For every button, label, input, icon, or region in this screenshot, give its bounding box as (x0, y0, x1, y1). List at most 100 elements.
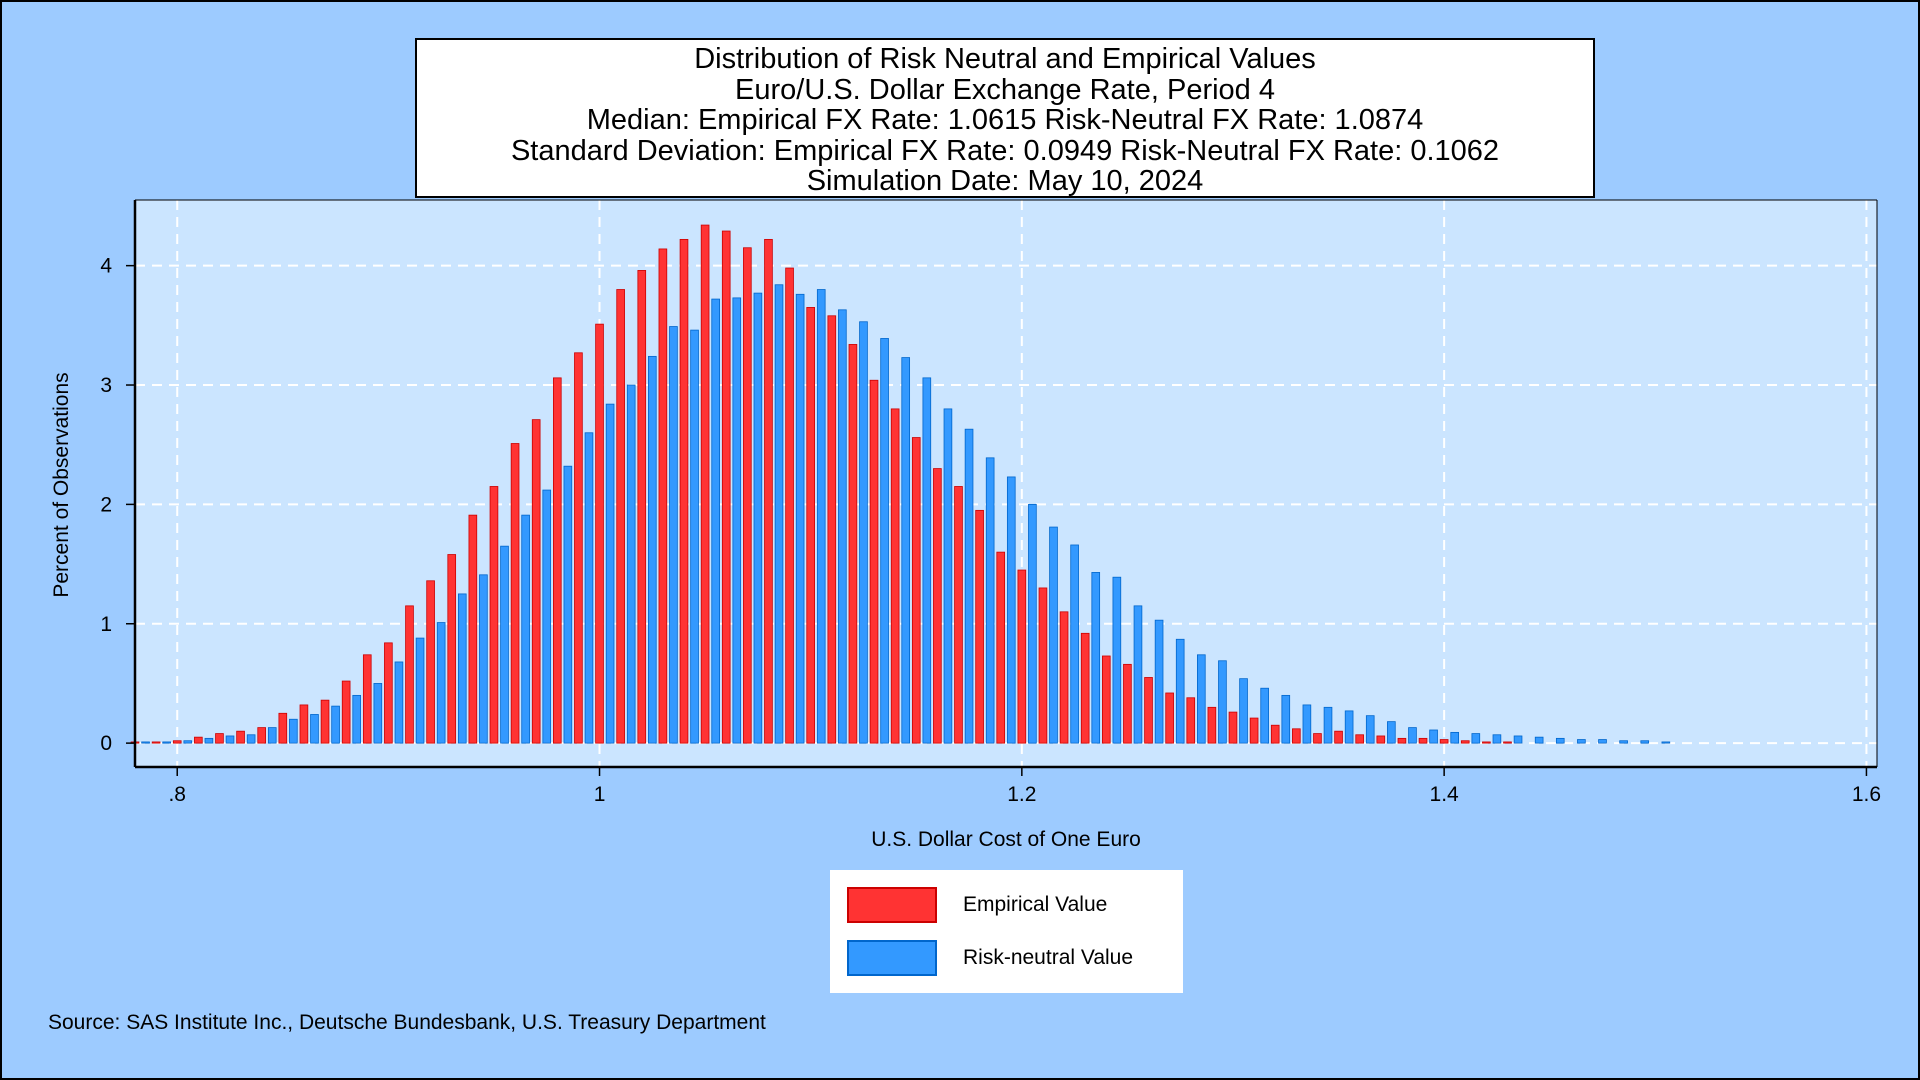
risk-neutral-bar (1049, 526, 1058, 744)
empirical-bar (299, 704, 309, 744)
empirical-bar (1059, 611, 1069, 744)
risk-neutral-bar (310, 714, 319, 744)
risk-neutral-bar (838, 309, 847, 744)
source-note: Source: SAS Institute Inc., Deutsche Bun… (48, 1011, 766, 1034)
risk-neutral-bar (289, 718, 298, 744)
chart-title: Distribution of Risk Neutral and Empiric… (694, 43, 1316, 75)
risk-neutral-bar (1006, 476, 1016, 744)
risk-neutral-bar (394, 661, 404, 744)
risk-neutral-bar (964, 428, 974, 744)
simulation-date: Simulation Date: May 10, 2024 (806, 165, 1204, 197)
risk-neutral-bar (711, 298, 720, 744)
risk-neutral-bar (605, 403, 615, 744)
x-tick-label: 1.4 (1430, 783, 1460, 806)
risk-neutral-bar (1302, 704, 1312, 744)
risk-neutral-bar (500, 545, 509, 744)
empirical-bar (721, 230, 731, 744)
risk-neutral-bar (1344, 710, 1354, 744)
empirical-bar (848, 344, 858, 744)
risk-neutral-bar (732, 297, 742, 744)
empirical-bar (911, 437, 921, 744)
empirical-bar (1144, 677, 1153, 744)
risk-neutral-bar (1534, 736, 1544, 744)
empirical-bar (975, 509, 984, 744)
empirical-bar (1397, 737, 1407, 744)
y-tick-label: 1 (100, 613, 112, 636)
empirical-bar (574, 352, 583, 744)
empirical-bar (1207, 706, 1217, 744)
risk-neutral-bar (542, 489, 552, 744)
risk-neutral-bar (1218, 660, 1227, 744)
risk-neutral-bar (1555, 737, 1565, 744)
grid-lines (135, 200, 1877, 767)
empirical-bar (700, 224, 710, 744)
risk-neutral-bar (795, 293, 805, 744)
risk-neutral-bar (162, 741, 171, 744)
risk-neutral-bar (1197, 654, 1206, 744)
risk-neutral-bar (690, 329, 699, 744)
empirical-bar (194, 736, 203, 744)
empirical-bar (996, 551, 1006, 744)
legend-item-empirical: Empirical Value (847, 885, 1107, 925)
risk-neutral-bar (669, 326, 678, 744)
empirical-bar (1334, 730, 1343, 744)
empirical-bar (552, 377, 562, 744)
risk-neutral-bar (1133, 605, 1143, 744)
empirical-bar (1439, 739, 1449, 744)
x-axis-label: U.S. Dollar Cost of One Euro (871, 828, 1141, 851)
y-axis-label: Percent of Observations (50, 372, 73, 597)
risk-neutral-bar (373, 683, 383, 744)
empirical-bar (1165, 692, 1174, 744)
empirical-bar (743, 247, 752, 744)
empirical-bar (1503, 741, 1512, 744)
y-tick-label: 2 (100, 493, 112, 516)
empirical-bar (1313, 733, 1322, 744)
risk-neutral-bar (1154, 619, 1164, 744)
risk-neutral-bar (1429, 729, 1438, 744)
empirical-bar (1080, 632, 1090, 744)
risk-neutral-bar (246, 734, 256, 744)
empirical-bar (933, 468, 942, 744)
risk-neutral-bar (774, 284, 784, 744)
empirical-bar (827, 315, 837, 744)
risk-neutral-bar (943, 408, 953, 744)
empirical-bar (531, 419, 541, 744)
empirical-bar (1376, 735, 1386, 744)
empirical-bar (1418, 737, 1428, 744)
risk-neutral-bar (1577, 739, 1586, 744)
risk-neutral-bar (1365, 715, 1375, 744)
risk-neutral-bar (352, 694, 362, 744)
risk-neutral-bar (479, 574, 488, 744)
legend-swatch-risk-neutral (847, 940, 937, 976)
empirical-bar (1101, 655, 1111, 744)
empirical-bar (1270, 724, 1280, 744)
risk-neutral-bar (1239, 678, 1248, 744)
risk-neutral-bar (753, 292, 763, 744)
legend-swatch-empirical (847, 887, 937, 923)
median-stats: Median: Empirical FX Rate: 1.0615 Risk-N… (586, 104, 1424, 136)
risk-neutral-bar (267, 727, 277, 744)
chart-subtitle: Euro/U.S. Dollar Exchange Rate, Period 4 (735, 73, 1275, 106)
risk-neutral-bar (859, 321, 868, 744)
risk-neutral-bar (1598, 739, 1607, 744)
risk-neutral-bar (1260, 687, 1269, 744)
empirical-bar (1249, 717, 1259, 744)
risk-neutral-bar (1387, 721, 1396, 744)
empirical-bar (172, 740, 182, 744)
empirical-bar (806, 307, 815, 744)
empirical-bar (447, 554, 457, 744)
empirical-bar (489, 486, 499, 744)
empirical-bar (954, 486, 963, 744)
x-tick-label: 1.2 (1007, 783, 1036, 806)
risk-neutral-bar (1323, 706, 1333, 744)
empirical-bar (1292, 728, 1301, 744)
y-tick-label: 3 (100, 374, 112, 397)
y-tick-label: 0 (100, 732, 112, 755)
risk-neutral-bar (584, 432, 594, 744)
risk-neutral-bar (141, 741, 150, 744)
risk-neutral-bar (922, 377, 932, 744)
empirical-bar (510, 443, 520, 744)
legend-item-risk-neutral: Risk-neutral Value (847, 938, 1133, 978)
x-tick-label: 1.6 (1852, 783, 1881, 806)
